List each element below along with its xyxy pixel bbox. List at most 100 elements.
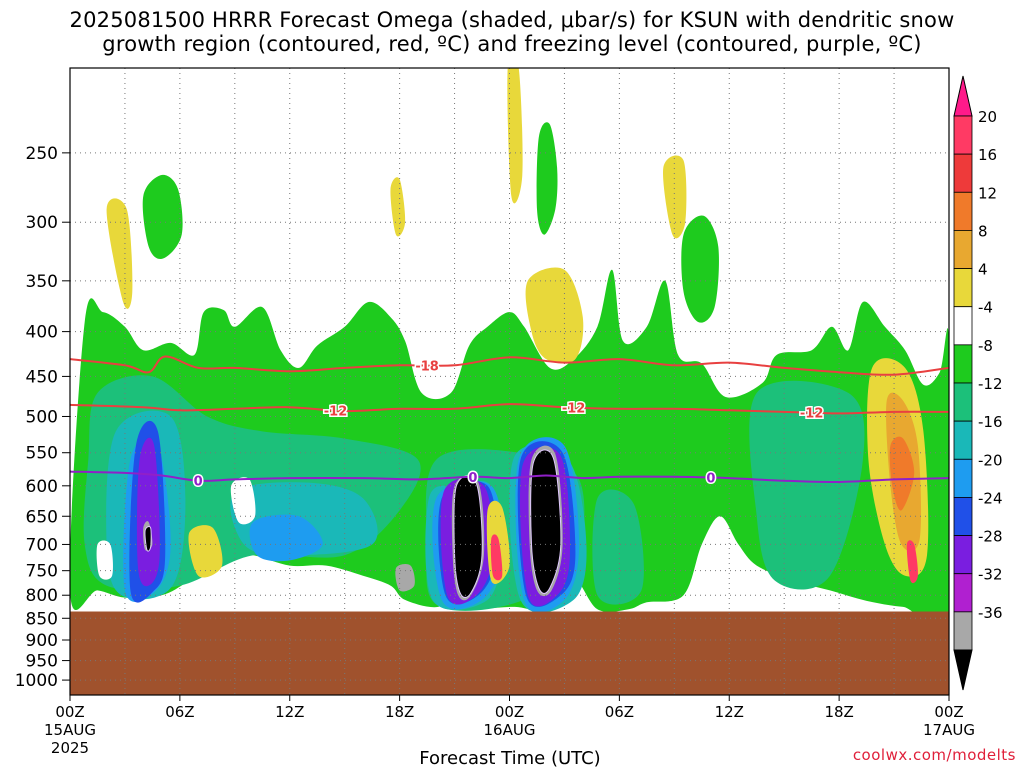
colorbar-band-4	[953, 268, 973, 308]
contour-line-1	[70, 403, 949, 415]
contour-line-0	[70, 355, 949, 376]
colorbar-band-10	[953, 497, 973, 536]
y-axis: 2503003504004505005506006507007508008509…	[15, 144, 70, 691]
colorbar-bottom-arrow	[953, 649, 973, 691]
contour-label-1-0: -12	[324, 404, 348, 419]
omega-extreme-region-2	[144, 525, 152, 552]
contour-label-1-1: -12	[562, 401, 586, 416]
y-tick-label-950: 950	[26, 652, 58, 672]
y-tick-label-1000: 1000	[15, 671, 58, 691]
contour-label-0-0: -18	[415, 359, 439, 374]
colorbar-label-8: -16	[978, 413, 1003, 431]
x-tick-label-3: 18Z	[385, 703, 414, 721]
omega-region-22	[395, 564, 415, 592]
colorbar-label-4: 4	[978, 261, 988, 279]
omega-region-7	[592, 489, 644, 605]
y-tick-label-600: 600	[26, 477, 58, 497]
y-tick-label-700: 700	[26, 535, 58, 555]
y-tick-label-800: 800	[26, 586, 58, 606]
omega-region-12	[249, 514, 323, 562]
y-tick-label-400: 400	[26, 323, 58, 343]
colorbar-band-2	[953, 191, 973, 231]
omega-region-26	[390, 177, 406, 237]
x-tick-label-6: 12Z	[715, 703, 744, 721]
colorbar-label-12: -32	[978, 566, 1003, 584]
x-tick-label-1: 06Z	[165, 703, 194, 721]
colorbar-band-8	[953, 420, 973, 460]
x-tick-year-0: 2025	[51, 739, 89, 757]
omega-region-34	[889, 436, 915, 511]
x-tick-date-8: 17AUG	[923, 721, 975, 739]
colorbar-band-0	[953, 115, 973, 155]
omega-shading	[70, 68, 949, 629]
omega-extreme-region-0	[453, 475, 483, 599]
contour-label-1-2: -12	[800, 407, 824, 422]
omega-region-31	[188, 525, 223, 578]
title-line-1: 2025081500 HRRR Forecast Omega (shaded, …	[69, 8, 955, 32]
omega-region-3	[681, 215, 719, 323]
omega-region-1	[142, 174, 183, 259]
colorbar-band-13	[953, 611, 973, 651]
x-tick-label-0: 00Z	[55, 703, 84, 721]
contour-label-2-1: 0	[468, 471, 477, 486]
colorbar-legend: 20 16 12 8 4 -4 -8 -12 -16 -20 -24 -28 -32 -36	[953, 75, 1003, 691]
colorbar-label-9: -20	[978, 451, 1003, 469]
y-tick-label-750: 750	[26, 562, 58, 582]
contour-lines: -18 -12 -12 -12 0 0 0	[70, 355, 949, 491]
colorbar-label-3: 8	[978, 222, 988, 240]
y-tick-label-550: 550	[26, 444, 58, 464]
y-tick-label-300: 300	[26, 213, 58, 233]
colorbar-label-6: -8	[978, 337, 993, 355]
omega-region-35	[906, 540, 918, 584]
omega-region-2	[536, 122, 558, 235]
contour-label-2-2: 0	[706, 472, 715, 487]
y-tick-label-450: 450	[26, 367, 58, 387]
x-tick-label-2: 12Z	[275, 703, 304, 721]
y-tick-label-850: 850	[26, 609, 58, 629]
y-tick-label-500: 500	[26, 407, 58, 427]
omega-extreme-region-1	[530, 449, 562, 594]
omega-region-25	[106, 198, 133, 309]
y-tick-label-900: 900	[26, 631, 58, 651]
omega-region-37	[96, 540, 114, 580]
colorbar-band-6	[953, 344, 973, 384]
omega-region-36	[490, 534, 503, 581]
contour-label-2-0: 0	[194, 475, 203, 490]
colorbar-top-arrow	[953, 75, 973, 117]
colorbar-band-1	[953, 153, 973, 193]
colorbar-label-0: 20	[978, 108, 997, 126]
x-tick-date-0: 15AUG	[44, 721, 96, 739]
x-tick-label-7: 18Z	[824, 703, 853, 721]
credit-text: coolwx.com/modelts	[852, 746, 1016, 764]
colorbar-label-13: -36	[978, 604, 1003, 622]
x-tick-label-4: 00Z	[495, 703, 524, 721]
colorbar-band-7	[953, 382, 973, 422]
colorbar-label-5: -4	[978, 299, 993, 317]
x-tick-label-8: 00Z	[934, 703, 963, 721]
colorbar-band-5	[953, 306, 973, 346]
colorbar-band-12	[953, 573, 973, 613]
colorbar-band-9	[953, 458, 973, 498]
omega-region-28	[525, 267, 584, 364]
omega-region-24	[230, 477, 256, 525]
chart-title: 2025081500 HRRR Forecast Omega (shaded, …	[0, 8, 1024, 56]
colorbar-band-11	[953, 535, 973, 575]
x-tick-date-4: 16AUG	[484, 721, 536, 739]
colorbar-band-3	[953, 230, 973, 269]
title-line-2: growth region (contoured, red, ºC) and f…	[102, 32, 922, 56]
contour-line-2	[70, 470, 949, 484]
omega-region-27	[507, 68, 523, 204]
y-tick-label-650: 650	[26, 507, 58, 527]
colorbar-label-11: -28	[978, 528, 1003, 546]
colorbar-label-1: 16	[978, 146, 997, 164]
y-tick-label-250: 250	[26, 144, 58, 164]
omega-region-29	[663, 155, 687, 239]
omega-region-6	[749, 380, 865, 590]
colorbar-label-10: -24	[978, 489, 1003, 507]
y-tick-label-350: 350	[26, 272, 58, 292]
colorbar-label-2: 12	[978, 184, 997, 202]
colorbar-label-7: -12	[978, 375, 1003, 393]
x-tick-label-5: 06Z	[605, 703, 634, 721]
